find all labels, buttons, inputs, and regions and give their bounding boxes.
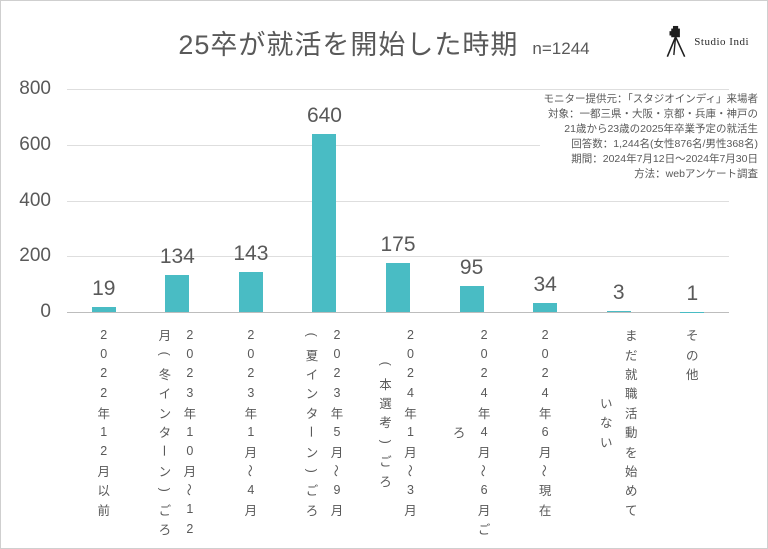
- bar: [606, 311, 631, 312]
- camera-tripod-icon: [666, 25, 686, 58]
- logo-text: Studio Indi: [694, 36, 749, 48]
- x-axis-label: 2 0 2 3 年 1 0 月～ 1 2 月(冬インターン) ごろ: [156, 327, 197, 538]
- chart-title-row: 25卒が就活を開始した時期 n=1244: [1, 23, 767, 62]
- sample-size-label: n=1244: [532, 39, 590, 58]
- x-axis-label: 2 0 2 4 年 4 月～ 6 月ごろ: [452, 327, 491, 538]
- gridline-0: [67, 312, 729, 313]
- bar-value-label: 175: [380, 233, 416, 257]
- annotation-line: 方法：webアンケート調査: [634, 168, 758, 180]
- annotation-line: 回答数：1,244名(女性876名/男性368名): [571, 138, 758, 150]
- bar: [459, 285, 484, 312]
- plot-area: 19 134 143 640 175 95 34 3 1: [67, 89, 729, 313]
- bar-value-label: 640: [306, 103, 342, 127]
- bar-value-label: 95: [459, 255, 484, 279]
- bar: [533, 302, 558, 312]
- annotation-line: 21歳から23歳の2025年卒業予定の就活生: [564, 123, 758, 135]
- bar-value-label: 1: [686, 281, 699, 305]
- bars-container: 19 134 143 640 175 95 34 3 1: [67, 89, 729, 312]
- bar-column: 19: [67, 89, 141, 312]
- gridline-400: [67, 200, 729, 202]
- bar-value-label: 143: [233, 242, 269, 266]
- x-axis-label: 2 0 2 4 年 1 月～ 3 月(本選考) ごろ: [378, 327, 417, 518]
- bar: [165, 274, 190, 312]
- bar-column: 143: [214, 89, 288, 312]
- studio-indi-logo: Studio Indi: [663, 25, 749, 59]
- bar-column: 640: [288, 89, 362, 312]
- annotation-line: 対象：一都三県・大阪・京都・兵庫・神戸の: [548, 108, 758, 120]
- x-axis-label: 2 0 2 4 年 6 月～現在: [536, 327, 552, 518]
- bar-column: 134: [141, 89, 215, 312]
- y-tick-label: 200: [19, 245, 51, 267]
- bar-value-label: 134: [159, 244, 195, 268]
- y-tick-label: 400: [19, 189, 51, 211]
- bar: [91, 306, 116, 312]
- bar: [312, 133, 337, 312]
- chart-title: 25卒が就活を開始した時期: [178, 30, 519, 60]
- annotation-line: 期間：2024年7月12日～2024年7月30日: [571, 153, 758, 165]
- bar-value-label: 3: [612, 281, 625, 305]
- gridline-200: [67, 256, 729, 258]
- survey-annotation: モニター提供元：「スタジオインディ」来場者 対象：一都三県・大阪・京都・兵庫・神戸…: [540, 91, 761, 183]
- x-axis-label: まだ就職活動を始めていない: [599, 329, 638, 518]
- bar-column: 34: [508, 89, 582, 312]
- gridline-600: [67, 144, 729, 146]
- y-tick-label: 0: [40, 301, 51, 322]
- bar-value-label: 34: [533, 272, 557, 296]
- bar-column: 95: [435, 89, 509, 312]
- x-axis-label: その他: [686, 329, 699, 382]
- bar-column: 175: [361, 89, 435, 312]
- gridline-800: [67, 89, 729, 90]
- x-axis-labels: 2 0 2 2 年 1 2 月以前 2 0 2 3 年 1 0 月～ 1 2 月(冬インターン) ごろ 2 0 2 3 年 1 月～…: [67, 325, 729, 546]
- bar: [386, 263, 411, 312]
- bar-column: 3: [582, 89, 656, 312]
- bar-column: 1: [656, 89, 730, 312]
- bar: [238, 272, 263, 312]
- annotation-line: モニター提供元：「スタジオインディ」来場者: [543, 93, 758, 105]
- y-tick-label: 800: [19, 78, 51, 99]
- bar-value-label: 19: [92, 276, 116, 300]
- x-axis-label: 2 0 2 3 年 5 月～ 9 月(夏インターン) ごろ: [303, 327, 344, 518]
- y-tick-label: 600: [19, 133, 51, 155]
- x-axis-label: 2 0 2 3 年 1 月～ 4 月: [242, 327, 258, 518]
